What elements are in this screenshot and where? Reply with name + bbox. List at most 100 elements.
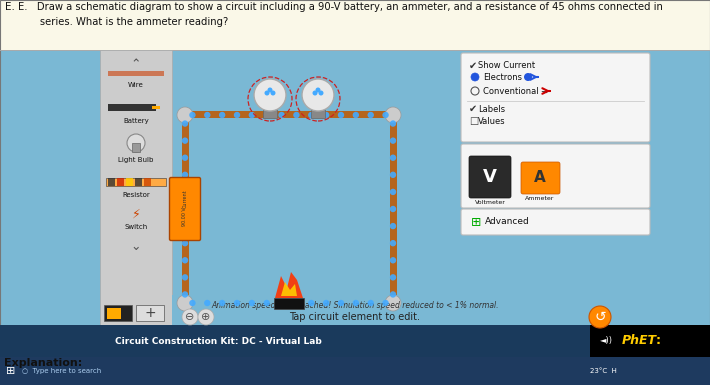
Circle shape: [338, 300, 344, 306]
Text: ⊖: ⊖: [185, 312, 195, 322]
Text: □: □: [469, 116, 479, 126]
Circle shape: [390, 172, 396, 178]
Circle shape: [589, 306, 611, 328]
Circle shape: [182, 121, 188, 127]
Circle shape: [323, 112, 329, 118]
Circle shape: [198, 309, 214, 325]
Circle shape: [177, 295, 193, 311]
Circle shape: [385, 107, 401, 123]
Circle shape: [383, 112, 389, 118]
Circle shape: [293, 300, 300, 306]
Polygon shape: [275, 272, 303, 298]
FancyBboxPatch shape: [469, 156, 511, 198]
Circle shape: [177, 107, 193, 123]
Bar: [135, 178, 142, 186]
Bar: [274, 298, 304, 309]
Circle shape: [265, 90, 270, 95]
Circle shape: [278, 112, 285, 118]
Text: ↺: ↺: [594, 310, 606, 324]
Circle shape: [368, 300, 374, 306]
Circle shape: [254, 79, 286, 111]
Bar: [185, 299, 393, 306]
Text: Circuit Construction Kit: DC - Virtual Lab: Circuit Construction Kit: DC - Virtual L…: [115, 336, 322, 345]
Bar: [108, 178, 115, 186]
Text: :: :: [656, 335, 661, 348]
Circle shape: [182, 172, 188, 178]
Circle shape: [219, 112, 225, 118]
Text: series. What is the ammeter reading?: series. What is the ammeter reading?: [18, 17, 228, 27]
Circle shape: [390, 137, 396, 144]
Bar: [108, 71, 164, 76]
Circle shape: [271, 90, 275, 95]
Bar: [0, 50, 100, 325]
Circle shape: [219, 300, 225, 306]
Circle shape: [353, 300, 359, 306]
Text: 90.00 V: 90.00 V: [182, 208, 187, 226]
Circle shape: [524, 73, 532, 81]
Text: ⊕: ⊕: [202, 312, 211, 322]
Bar: [126, 178, 133, 186]
Text: Explanation:: Explanation:: [4, 358, 82, 368]
Bar: [263, 104, 277, 118]
Text: 23°C  H: 23°C H: [590, 368, 617, 374]
Text: A: A: [534, 171, 546, 186]
Text: Voltmeter: Voltmeter: [474, 200, 506, 205]
Circle shape: [390, 240, 396, 246]
Bar: [117, 178, 124, 186]
Text: Resistor: Resistor: [122, 192, 150, 198]
Text: Ammeter: Ammeter: [525, 196, 555, 201]
Bar: [172, 295, 632, 325]
Text: ⚡: ⚡: [131, 208, 141, 221]
Circle shape: [268, 87, 273, 92]
Circle shape: [190, 112, 196, 118]
Bar: [106, 178, 166, 186]
Text: Show Current: Show Current: [478, 61, 535, 70]
Bar: [390, 115, 397, 303]
Circle shape: [390, 189, 396, 195]
Bar: [590, 325, 710, 357]
Bar: [108, 104, 156, 111]
Text: Switch: Switch: [124, 224, 148, 230]
Text: +: +: [144, 306, 155, 320]
Circle shape: [471, 73, 479, 81]
Bar: [100, 50, 172, 325]
Circle shape: [234, 300, 240, 306]
Bar: [0, 325, 710, 357]
FancyBboxPatch shape: [461, 209, 650, 235]
Text: V: V: [483, 168, 497, 186]
Circle shape: [204, 112, 210, 118]
Circle shape: [308, 300, 315, 306]
Text: Animation speed limit reached! Simulation speed reduced to < 1% normal.: Animation speed limit reached! Simulatio…: [212, 301, 498, 310]
Text: PhET: PhET: [622, 335, 657, 348]
Bar: [107, 308, 121, 319]
Circle shape: [390, 154, 396, 161]
Bar: [144, 178, 151, 186]
Circle shape: [182, 137, 188, 144]
Circle shape: [190, 300, 196, 306]
Circle shape: [390, 291, 396, 298]
Text: ✔: ✔: [469, 104, 477, 114]
Circle shape: [385, 295, 401, 311]
Circle shape: [312, 90, 317, 95]
Text: ○  Type here to search: ○ Type here to search: [22, 368, 102, 374]
Text: ⌃: ⌃: [131, 58, 141, 71]
Bar: [0, 0, 710, 50]
Bar: [0, 357, 710, 385]
Text: Electrons: Electrons: [483, 72, 522, 82]
Circle shape: [204, 300, 210, 306]
Circle shape: [353, 112, 359, 118]
Circle shape: [293, 112, 300, 118]
Circle shape: [182, 240, 188, 246]
Circle shape: [319, 90, 324, 95]
FancyBboxPatch shape: [461, 53, 650, 142]
Circle shape: [390, 257, 396, 263]
Text: ⌄: ⌄: [131, 240, 141, 253]
Circle shape: [390, 223, 396, 229]
Text: ◄)): ◄)): [600, 336, 613, 345]
Bar: [152, 106, 160, 109]
Circle shape: [248, 112, 255, 118]
Circle shape: [182, 274, 188, 281]
Text: ✔: ✔: [469, 61, 477, 71]
Circle shape: [315, 87, 320, 92]
Circle shape: [263, 112, 270, 118]
